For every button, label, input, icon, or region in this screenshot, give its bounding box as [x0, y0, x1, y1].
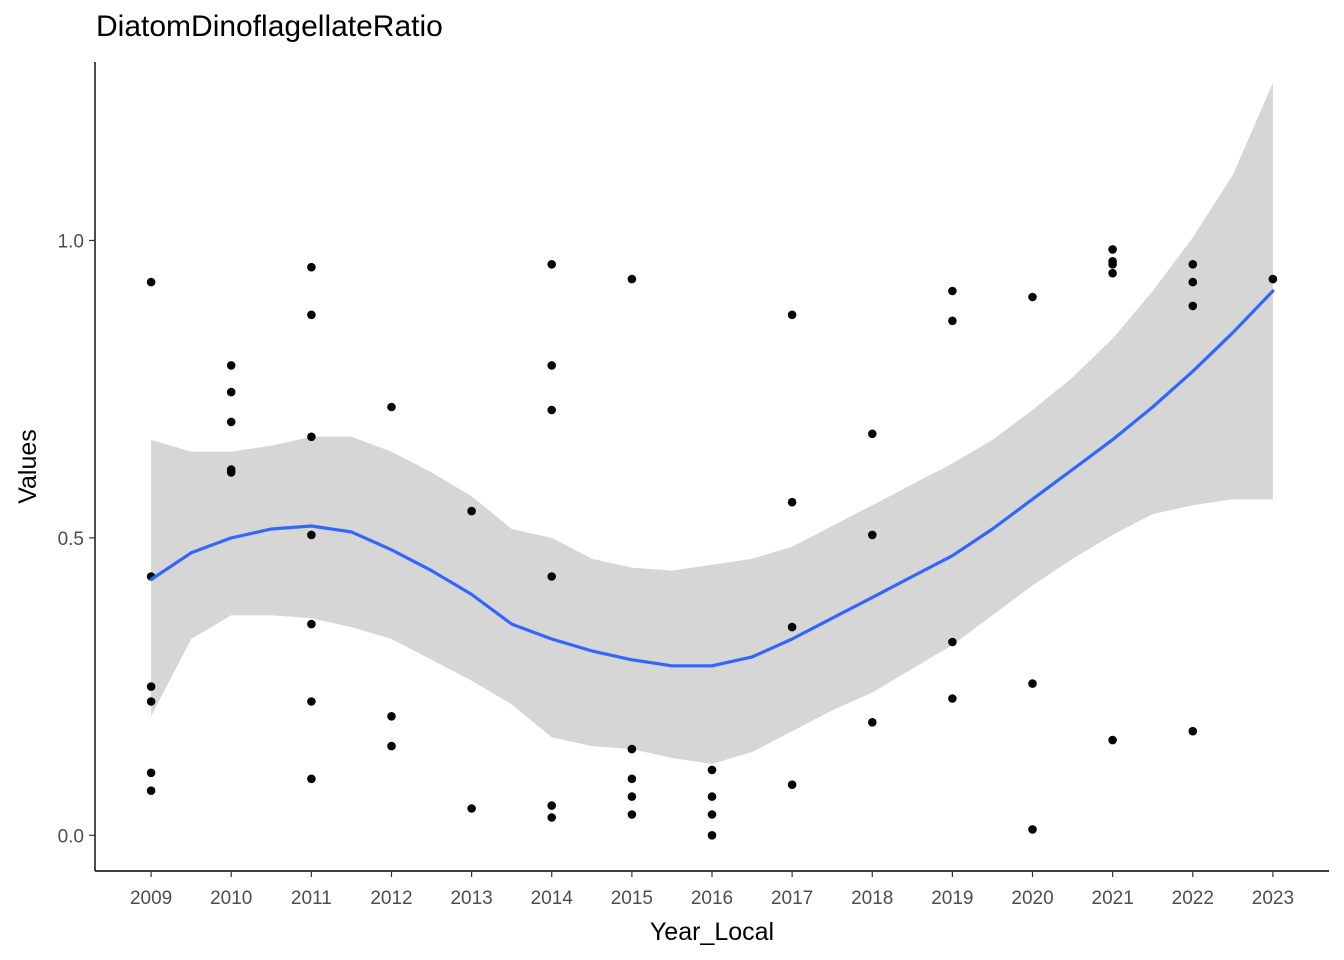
data-point-24 — [547, 361, 556, 370]
data-point-36 — [707, 810, 717, 819]
data-point-45 — [948, 286, 957, 296]
data-point-30 — [627, 744, 637, 754]
data-point-43 — [868, 530, 877, 540]
data-point-15 — [307, 619, 316, 629]
y-tick-label-1: 0.5 — [58, 529, 84, 550]
data-point-54 — [1108, 260, 1117, 269]
x-tick-label-12: 2021 — [1092, 888, 1134, 909]
data-point-55 — [1108, 268, 1117, 278]
data-point-25 — [547, 405, 556, 415]
data-point-46 — [948, 316, 957, 326]
data-point-35 — [707, 792, 717, 801]
x-tick-label-13: 2022 — [1172, 888, 1214, 909]
data-point-57 — [1188, 260, 1198, 269]
data-point-27 — [547, 801, 556, 810]
data-point-0 — [146, 277, 156, 287]
data-point-26 — [547, 572, 556, 581]
x-tick-label-5: 2014 — [531, 888, 574, 909]
points-layer — [146, 245, 1278, 840]
x-tick-label-10: 2019 — [931, 888, 973, 909]
data-point-51 — [1028, 825, 1037, 834]
data-point-59 — [1188, 301, 1198, 311]
confidence-ribbon — [151, 82, 1273, 764]
data-point-5 — [146, 786, 156, 795]
data-point-20 — [387, 741, 396, 751]
x-tick-label-0: 2009 — [130, 888, 172, 909]
data-point-8 — [226, 417, 236, 427]
data-point-21 — [467, 506, 476, 516]
data-point-47 — [948, 637, 957, 647]
y-tick-label-2: 1.0 — [58, 231, 84, 252]
data-point-4 — [146, 768, 156, 778]
data-point-56 — [1108, 735, 1117, 745]
x-tick-label-1: 2010 — [210, 888, 252, 909]
data-point-3 — [146, 697, 156, 706]
data-point-40 — [787, 622, 797, 632]
data-point-48 — [948, 694, 957, 703]
data-point-28 — [547, 813, 556, 822]
data-point-50 — [1028, 679, 1037, 688]
data-point-39 — [787, 497, 797, 507]
data-point-10 — [226, 468, 236, 477]
data-point-6 — [226, 361, 236, 370]
data-point-17 — [307, 774, 316, 784]
data-point-18 — [387, 402, 396, 412]
x-tick-label-11: 2020 — [1011, 888, 1053, 909]
x-tick-label-4: 2013 — [450, 888, 492, 909]
x-axis-title: Year_Local — [650, 918, 774, 946]
data-point-23 — [547, 260, 556, 269]
y-tick-label-0: 0.0 — [58, 826, 84, 847]
x-tick-label-14: 2023 — [1252, 888, 1294, 909]
y-axis-title: Values — [14, 429, 42, 504]
data-point-58 — [1188, 277, 1198, 287]
data-point-61 — [1268, 274, 1278, 284]
data-point-29 — [627, 274, 637, 284]
data-point-22 — [467, 804, 476, 813]
data-point-33 — [627, 810, 637, 819]
chart-title: DiatomDinoflagellateRatio — [96, 10, 443, 43]
data-point-37 — [707, 831, 717, 840]
x-axis-ticks: 2009 2010 2011 2012 2013 2014 2015 2016 2017 2018… — [130, 871, 1294, 909]
data-point-11 — [307, 262, 316, 272]
data-point-32 — [627, 792, 637, 801]
data-point-49 — [1028, 292, 1037, 302]
data-point-34 — [707, 765, 717, 775]
x-tick-label-6: 2015 — [611, 888, 653, 909]
y-axis-ticks: 0.0 0.5 1.0 — [58, 231, 95, 847]
x-tick-label-2: 2011 — [291, 888, 332, 909]
data-point-60 — [1188, 726, 1198, 736]
data-point-19 — [387, 712, 396, 721]
data-point-14 — [307, 530, 316, 540]
x-tick-label-9: 2018 — [851, 888, 893, 909]
data-point-42 — [868, 429, 877, 439]
data-point-7 — [226, 387, 236, 397]
x-tick-label-3: 2012 — [370, 888, 412, 909]
data-point-31 — [627, 774, 637, 784]
data-point-38 — [787, 310, 797, 320]
smooth-line — [149, 289, 1275, 668]
data-point-41 — [787, 780, 797, 789]
x-tick-label-7: 2016 — [691, 888, 733, 909]
data-point-16 — [307, 697, 316, 706]
data-point-2 — [146, 682, 156, 691]
data-point-44 — [868, 718, 877, 727]
data-point-13 — [307, 432, 316, 442]
data-point-12 — [307, 310, 316, 320]
data-point-52 — [1108, 245, 1117, 254]
x-tick-label-8: 2017 — [771, 888, 813, 909]
